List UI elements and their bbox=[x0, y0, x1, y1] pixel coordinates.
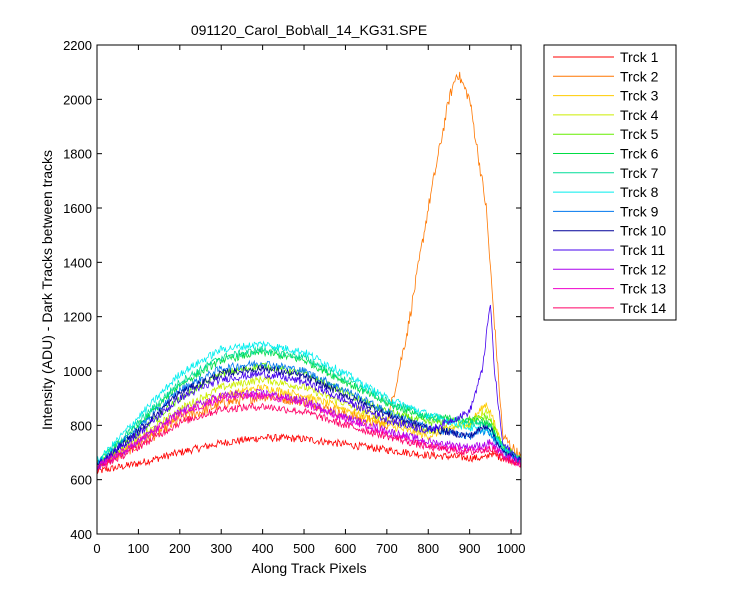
legend-label-4: Trck 4 bbox=[620, 107, 659, 123]
legend-label-11: Trck 11 bbox=[620, 242, 665, 258]
series-line-11 bbox=[96, 304, 522, 470]
y-tick-label: 1400 bbox=[63, 255, 92, 270]
x-tick-label: 300 bbox=[210, 541, 232, 556]
x-axis: 0 100 200 300 400 500 600 700 800 900 1000 bbox=[93, 45, 526, 556]
legend-label-14: Trck 14 bbox=[620, 300, 666, 316]
x-tick-label: 700 bbox=[376, 541, 398, 556]
y-tick-label: 2000 bbox=[63, 92, 92, 107]
legend-box bbox=[543, 44, 677, 321]
legend-label-10: Trck 10 bbox=[620, 223, 666, 239]
legend-label-5: Trck 5 bbox=[620, 126, 659, 142]
series-line-14 bbox=[96, 402, 522, 471]
x-tick-label: 1000 bbox=[497, 541, 526, 556]
legend-label-3: Trck 3 bbox=[620, 88, 659, 104]
plot-area bbox=[97, 45, 521, 534]
y-axis: 400 600 800 1000 1200 1400 1600 1800 2000 2200 bbox=[63, 38, 521, 542]
x-tick-label: 0 bbox=[93, 541, 100, 556]
y-tick-label: 600 bbox=[70, 473, 92, 488]
legend-label-2: Trck 2 bbox=[620, 68, 659, 84]
legend-label-9: Trck 9 bbox=[620, 203, 659, 219]
y-tick-label: 400 bbox=[70, 527, 92, 542]
y-tick-label: 1600 bbox=[63, 201, 92, 216]
legend-label-7: Trck 7 bbox=[620, 165, 659, 181]
y-tick-label: 1000 bbox=[63, 364, 92, 379]
x-tick-label: 100 bbox=[128, 541, 150, 556]
legend: Trck 1 Trck 2 Trck 3 Trck 4 Trck 5 Trck 6 Trck… bbox=[543, 44, 677, 321]
y-tick-label: 1800 bbox=[63, 147, 92, 162]
x-tick-label: 200 bbox=[169, 541, 191, 556]
y-tick-label: 2200 bbox=[63, 38, 92, 53]
y-tick-label: 800 bbox=[70, 418, 92, 433]
legend-label-6: Trck 6 bbox=[620, 146, 659, 162]
x-tick-label: 400 bbox=[252, 541, 274, 556]
series-line-4 bbox=[96, 375, 522, 470]
chart-title: 091120_Carol_Bob\all_14_KG31.SPE bbox=[191, 22, 427, 38]
legend-label-1: Trck 1 bbox=[620, 49, 659, 65]
series-line-12 bbox=[96, 388, 522, 472]
legend-label-12: Trck 12 bbox=[620, 261, 666, 277]
x-tick-label: 900 bbox=[459, 541, 481, 556]
x-axis-label: Along Track Pixels bbox=[251, 560, 366, 576]
series-line-10 bbox=[96, 364, 522, 468]
legend-label-13: Trck 13 bbox=[620, 281, 666, 297]
series-line-8 bbox=[96, 340, 522, 464]
series-line-1 bbox=[96, 433, 522, 475]
series-layer bbox=[96, 71, 522, 475]
series-line-9 bbox=[96, 359, 522, 466]
x-tick-label: 500 bbox=[293, 541, 315, 556]
y-tick-label: 1200 bbox=[63, 310, 92, 325]
x-tick-label: 800 bbox=[417, 541, 439, 556]
y-axis-label: Intensity (ADU) - Dark Tracks between tr… bbox=[39, 150, 55, 430]
x-tick-label: 600 bbox=[335, 541, 357, 556]
plot-frame bbox=[96, 44, 522, 535]
legend-label-8: Trck 8 bbox=[620, 184, 659, 200]
